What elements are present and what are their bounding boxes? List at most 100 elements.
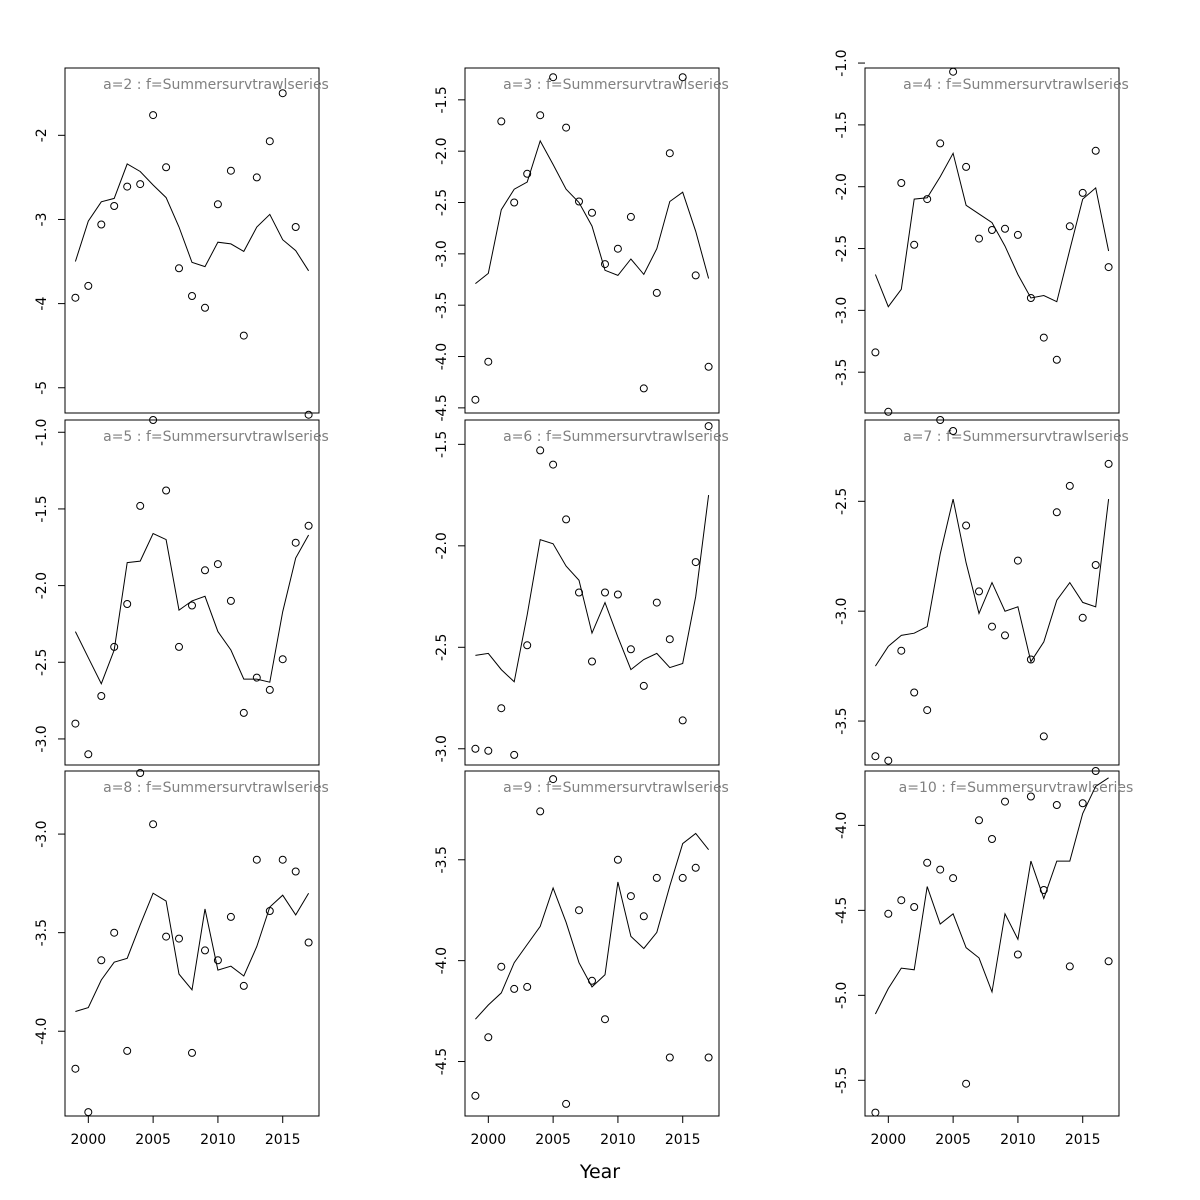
x-tick-label: 2000 [871,1132,907,1148]
observed-point [923,858,932,867]
observed-point [252,173,261,182]
observed-point [665,149,674,158]
observed-point [975,587,983,596]
y-tick-label: -2.0 [834,173,850,200]
observed-point [639,384,648,393]
observed-point [1052,508,1061,517]
observed-point [71,1064,80,1073]
observed-point [1091,561,1100,569]
observed-point [975,816,983,825]
observed-point [1013,230,1022,239]
y-tick-label: -3.0 [834,598,850,625]
panel-frame [864,67,1120,414]
observed-point [1078,799,1087,808]
y-tick-label: -3.5 [434,292,450,319]
observed-point [897,646,906,655]
panel-grid: a=2 : f=Summersurvtrawlseries -5 -4 -3 -2 a=5… [34,49,1133,1148]
observed-point [871,1108,880,1117]
observed-point [226,166,235,175]
observed-point [136,180,145,189]
observed-point [1026,792,1035,801]
observed-point [188,1048,196,1057]
y-tick-label: -3.0 [34,820,50,847]
panel-frame [64,67,320,414]
observed-point [1091,767,1100,775]
chart-panel: a=3 : f=Summersurvtrawlseries -4.5 -4.0 -3.… [434,67,729,422]
observed-point [988,835,996,843]
observed-point [639,912,648,921]
y-tick-label: -2.5 [834,235,850,262]
y-tick-label: -3.5 [434,846,450,873]
observed-point [71,719,80,728]
observed-point [71,293,80,302]
y-tick-label: -1.5 [434,431,450,458]
observed-point [213,200,222,209]
observed-point [97,220,106,229]
observed-point [601,588,609,597]
observed-point [665,1053,674,1062]
observed-point [562,123,571,132]
observed-point [252,855,261,864]
observed-point [936,865,945,874]
observed-point [884,909,893,918]
observed-point [291,223,300,231]
observed-point [484,1033,493,1042]
y-tick-label: -3.0 [434,735,450,762]
observed-point [923,706,932,715]
y-tick-label: -1.0 [834,49,850,76]
observed-point [962,1079,971,1088]
chart-panel: a=2 : f=Summersurvtrawlseries -5 -4 -3 -2 [34,67,329,419]
panel-frame [864,770,1120,1117]
observed-point [626,645,635,654]
observed-point [291,538,300,547]
observed-point [1052,801,1061,809]
panel-title: a=8 : f=Summersurvtrawlseries [103,780,329,796]
y-tick-label: -2.5 [834,488,850,515]
observed-point [1013,556,1022,565]
observed-point [97,692,106,700]
observed-point [201,303,209,312]
y-tick-label: -3.0 [34,725,50,752]
x-axis-title: Year [579,1161,620,1183]
observed-point [910,240,919,249]
observed-point [704,422,713,431]
observed-point [239,331,248,340]
observed-point [162,932,171,941]
panel-title: a=7 : f=Summersurvtrawlseries [903,429,1129,445]
fitted-line [74,163,310,272]
y-tick-label: -3.5 [834,359,850,386]
fitted-line [74,532,310,685]
observed-point [1039,886,1048,894]
observed-point [652,873,661,882]
observed-point [149,416,158,424]
observed-point [678,716,687,725]
observed-point [1104,459,1113,468]
observed-point [884,756,893,765]
chart-panel: a=10 : f=Summersurvtrawlseries -5.5 -5.0 -4… [834,767,1133,1148]
y-tick-label: -3.0 [834,297,850,324]
fitted-line [874,777,1109,1015]
observed-point [1001,631,1009,640]
y-tick-label: -1.5 [834,111,850,138]
observed-point [84,281,93,290]
y-tick-label: -2.0 [434,138,450,165]
chart-panel: a=5 : f=Summersurvtrawlseries -3.0 -2.5 -2.… [34,416,329,766]
observed-point [536,111,545,120]
observed-point [1078,188,1087,197]
y-tick-label: -2.5 [34,649,50,676]
observed-point [497,117,506,126]
y-tick-label: -5.5 [834,1067,850,1094]
observed-point [471,744,480,753]
panel-frame [464,67,720,414]
observed-point [1039,333,1048,342]
observed-point [110,202,119,210]
observed-point [871,752,880,761]
observed-point [549,73,558,82]
observed-point [523,641,532,650]
observed-point [84,750,93,759]
observed-point [1091,146,1100,155]
observed-point [652,598,661,607]
observed-point [613,590,622,599]
observed-point [613,855,622,864]
